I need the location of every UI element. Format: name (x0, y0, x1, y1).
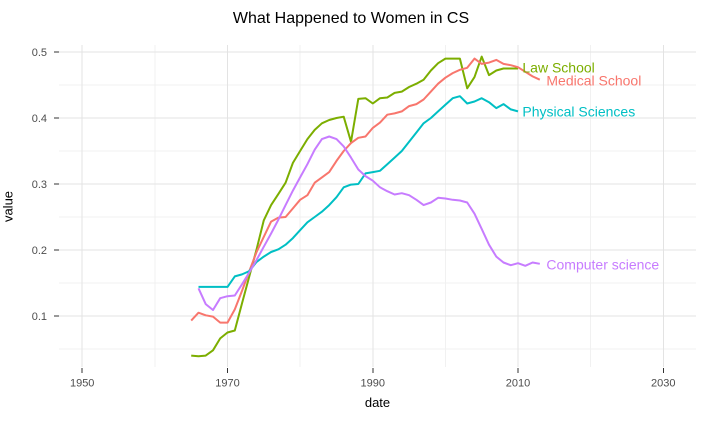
y-axis-title: value (0, 190, 16, 223)
series-lines (190, 55, 541, 358)
x-axis-title: date (364, 395, 391, 410)
x-tick-label-1950: 1950 (70, 378, 94, 390)
y-tick-label-0.3: 0.3 (32, 179, 47, 191)
axis-ticks (54, 51, 664, 373)
series-label-medical-school: Medical School (546, 72, 642, 89)
line-computer_science (197, 135, 540, 311)
line-physical_sciences (198, 95, 519, 288)
chart-title: What Happened to Women in CS (232, 10, 470, 27)
y-tick-label-0.4: 0.4 (32, 113, 47, 125)
x-tick-label-2030: 2030 (651, 378, 675, 390)
axis-tick-labels: 1950 1970 1990 2010 2030 0.1 0.2 0.3 0.4 0.5 (32, 47, 676, 390)
x-tick-label-2010: 2010 (506, 378, 530, 390)
grid-minor (59, 45, 696, 367)
series-label-physical-sciences: Physical Sciences (522, 103, 636, 120)
series-label-computer-science: Computer science (546, 256, 660, 273)
y-tick-label-0.5: 0.5 (32, 47, 47, 59)
grid-major (59, 45, 696, 367)
x-tick-label-1970: 1970 (215, 378, 239, 390)
series-label-law-school: Law School (522, 59, 595, 76)
x-tick-label-1990: 1990 (361, 378, 385, 390)
line-law_school (191, 55, 518, 358)
y-tick-label-0.2: 0.2 (32, 245, 47, 257)
y-tick-label-0.1: 0.1 (32, 311, 47, 323)
